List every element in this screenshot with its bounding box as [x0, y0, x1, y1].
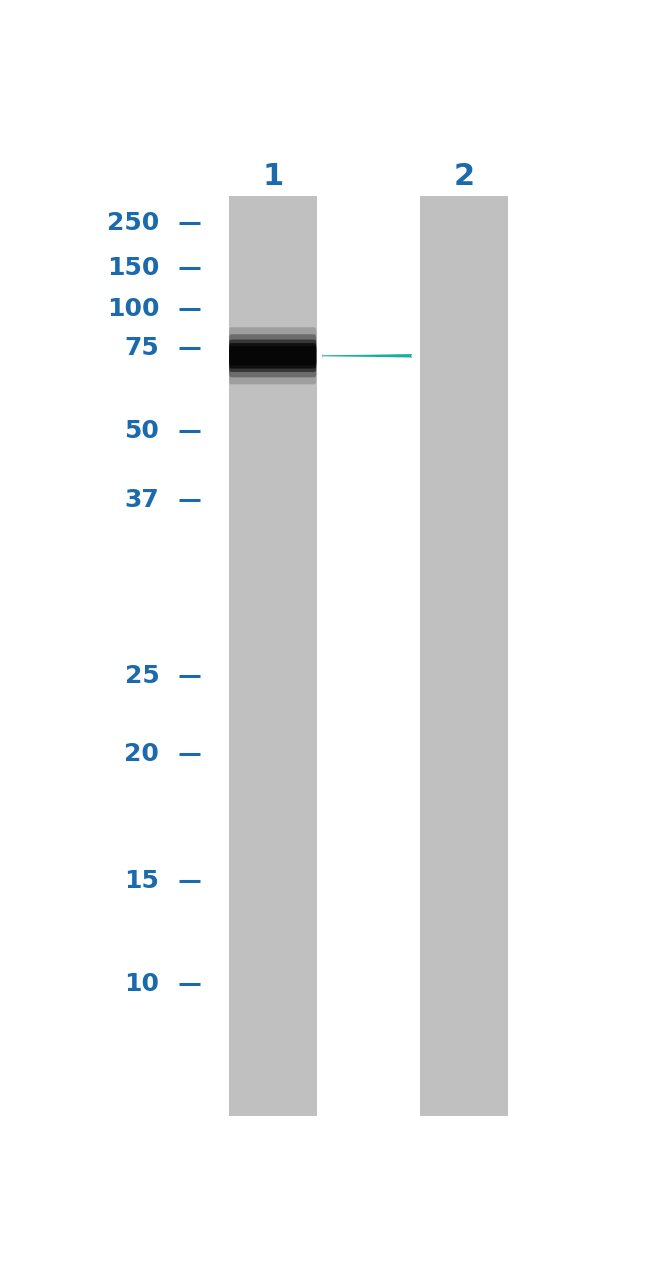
Text: 150: 150: [107, 255, 159, 279]
Text: 37: 37: [125, 488, 159, 512]
FancyBboxPatch shape: [229, 339, 317, 372]
Text: 250: 250: [107, 211, 159, 235]
Text: 100: 100: [107, 297, 159, 321]
Text: 50: 50: [124, 419, 159, 443]
FancyBboxPatch shape: [229, 343, 317, 368]
Text: 1: 1: [262, 163, 283, 192]
FancyBboxPatch shape: [229, 347, 317, 366]
Text: 75: 75: [125, 337, 159, 359]
Bar: [229, 197, 317, 1115]
FancyBboxPatch shape: [229, 328, 317, 385]
FancyBboxPatch shape: [229, 334, 317, 377]
Text: 15: 15: [124, 869, 159, 893]
Text: 10: 10: [124, 972, 159, 996]
Text: 20: 20: [124, 742, 159, 766]
Text: 25: 25: [125, 664, 159, 687]
Text: 2: 2: [454, 163, 474, 192]
Bar: [420, 197, 508, 1115]
